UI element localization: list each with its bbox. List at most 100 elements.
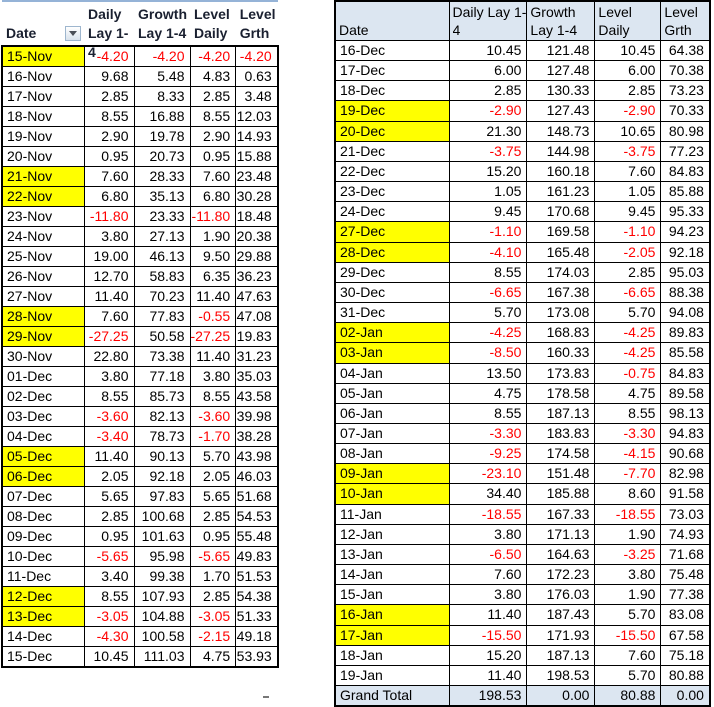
value-cell[interactable]: 27.13 — [133, 226, 191, 247]
value-cell[interactable]: 53.93 — [235, 646, 279, 668]
date-cell[interactable]: 26-Nov — [1, 266, 85, 287]
value-cell[interactable]: -4.10 — [448, 241, 528, 263]
value-cell[interactable]: 54.53 — [235, 506, 279, 527]
value-cell[interactable]: -4.20 — [189, 45, 237, 67]
value-cell[interactable]: 84.83 — [660, 160, 711, 183]
date-cell[interactable]: 11-Dec — [1, 566, 85, 587]
value-cell[interactable]: 173.08 — [526, 302, 596, 324]
value-cell[interactable]: -6.50 — [448, 543, 528, 566]
date-cell-highlighted[interactable]: 21-Nov — [1, 166, 85, 187]
value-cell[interactable]: 70.33 — [660, 100, 711, 122]
date-cell[interactable]: 27-Nov — [1, 286, 85, 307]
value-cell[interactable]: -5.65 — [83, 546, 135, 567]
value-cell[interactable]: 14.93 — [235, 126, 279, 147]
date-cell[interactable]: 15-Jan — [334, 584, 450, 606]
value-cell[interactable]: -8.50 — [448, 342, 528, 364]
value-cell[interactable]: 94.83 — [660, 422, 711, 445]
value-cell[interactable]: 20.38 — [235, 226, 279, 247]
value-cell[interactable]: 51.53 — [235, 566, 279, 587]
value-cell[interactable]: 91.58 — [660, 483, 711, 505]
value-cell[interactable]: 11.40 — [83, 446, 135, 467]
value-cell[interactable]: -6.65 — [448, 281, 528, 304]
value-cell[interactable]: -7.70 — [594, 463, 662, 485]
value-cell[interactable]: 84.83 — [660, 362, 711, 384]
value-cell[interactable]: 77.38 — [660, 584, 711, 606]
date-cell[interactable]: 04-Dec — [1, 426, 85, 447]
date-cell-highlighted[interactable]: 17-Jan — [334, 624, 450, 646]
value-cell[interactable]: 49.18 — [235, 626, 279, 647]
value-cell[interactable]: 183.83 — [526, 422, 596, 445]
value-cell[interactable]: 39.98 — [235, 406, 279, 427]
value-cell[interactable]: 34.40 — [448, 483, 528, 505]
value-cell[interactable]: 13.50 — [448, 362, 528, 384]
date-cell[interactable]: 16-Nov — [1, 66, 85, 87]
value-cell[interactable]: 160.18 — [526, 160, 596, 183]
value-cell[interactable]: 22.80 — [83, 346, 135, 367]
value-cell[interactable]: -15.50 — [448, 624, 528, 646]
date-cell[interactable]: 02-Dec — [1, 386, 85, 407]
column-header-level-grth[interactable]: Level Grth — [235, 1, 278, 47]
value-cell[interactable]: 187.13 — [526, 644, 596, 666]
value-cell[interactable]: 5.70 — [448, 302, 528, 324]
date-cell-highlighted[interactable]: 05-Dec — [1, 446, 85, 467]
date-cell[interactable]: 25-Nov — [1, 246, 85, 267]
date-cell[interactable]: 19-Nov — [1, 126, 85, 147]
value-cell[interactable]: -3.30 — [594, 422, 662, 445]
value-cell[interactable]: 185.88 — [526, 483, 596, 505]
value-cell[interactable]: 8.55 — [83, 386, 135, 407]
date-cell-highlighted[interactable]: 19-Dec — [334, 100, 450, 122]
value-cell[interactable]: -4.20 — [133, 45, 191, 67]
value-cell[interactable]: -27.25 — [83, 326, 135, 347]
grand-total-value[interactable]: 0.00 — [526, 685, 596, 707]
value-cell[interactable]: 15.88 — [235, 146, 279, 167]
value-cell[interactable]: 1.90 — [594, 523, 662, 545]
value-cell[interactable]: 0.95 — [83, 526, 135, 547]
value-cell[interactable]: 11.40 — [83, 286, 135, 307]
value-cell[interactable]: 8.55 — [189, 106, 237, 127]
value-cell[interactable]: 2.90 — [83, 126, 135, 147]
value-cell[interactable]: 8.55 — [83, 586, 135, 607]
value-cell[interactable]: 5.70 — [594, 664, 662, 687]
value-cell[interactable]: 47.63 — [235, 286, 279, 307]
value-cell[interactable]: 8.55 — [189, 386, 237, 407]
date-cell[interactable]: 19-Jan — [334, 664, 450, 687]
value-cell[interactable]: -11.80 — [83, 206, 135, 227]
value-cell[interactable]: 70.38 — [660, 60, 711, 82]
value-cell[interactable]: 80.98 — [660, 120, 711, 142]
grand-total-label[interactable]: Grand Total — [334, 685, 450, 707]
date-cell-highlighted[interactable]: 10-Jan — [334, 483, 450, 505]
value-cell[interactable]: -3.25 — [594, 543, 662, 566]
value-cell[interactable]: 95.98 — [133, 546, 191, 567]
value-cell[interactable]: 70.23 — [133, 286, 191, 307]
date-cell[interactable]: 23-Dec — [334, 181, 450, 203]
value-cell[interactable]: -0.75 — [594, 362, 662, 384]
value-cell[interactable]: 151.48 — [526, 463, 596, 485]
value-cell[interactable]: 160.33 — [526, 342, 596, 364]
date-cell-highlighted[interactable]: 28-Nov — [1, 306, 85, 327]
value-cell[interactable]: 3.48 — [235, 86, 279, 107]
value-cell[interactable]: 5.48 — [133, 66, 191, 87]
value-cell[interactable]: 5.65 — [189, 486, 237, 507]
value-cell[interactable]: 187.13 — [526, 402, 596, 424]
value-cell[interactable]: 92.18 — [660, 241, 711, 263]
value-cell[interactable]: 64.38 — [660, 39, 711, 62]
value-cell[interactable]: 31.23 — [235, 346, 279, 367]
value-cell[interactable]: 1.90 — [594, 584, 662, 606]
value-cell[interactable]: 73.03 — [660, 503, 711, 525]
value-cell[interactable]: 89.83 — [660, 322, 711, 344]
value-cell[interactable]: 23.33 — [133, 206, 191, 227]
value-cell[interactable]: 85.73 — [133, 386, 191, 407]
value-cell[interactable]: -2.05 — [594, 241, 662, 263]
date-cell[interactable]: 04-Jan — [334, 362, 450, 384]
value-cell[interactable]: 75.18 — [660, 644, 711, 666]
value-cell[interactable]: -3.05 — [189, 606, 237, 627]
date-cell[interactable]: 21-Dec — [334, 140, 450, 162]
value-cell[interactable]: 16.88 — [133, 106, 191, 127]
date-cell[interactable]: 01-Dec — [1, 366, 85, 387]
value-cell[interactable]: 11.40 — [448, 664, 528, 687]
value-cell[interactable]: 73.23 — [660, 80, 711, 102]
value-cell[interactable]: -4.20 — [83, 45, 135, 67]
date-cell[interactable]: 24-Nov — [1, 226, 85, 247]
value-cell[interactable]: 47.08 — [235, 306, 279, 327]
date-cell[interactable]: 29-Dec — [334, 261, 450, 283]
